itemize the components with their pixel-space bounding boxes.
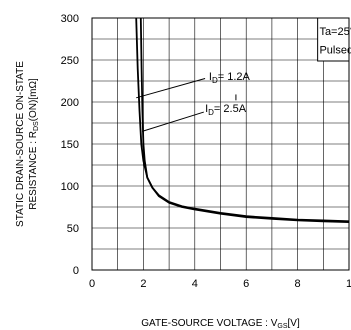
y-tick-label: 100 bbox=[61, 181, 79, 193]
x-tick-label: 1 bbox=[346, 278, 351, 290]
y-tick-label: 300 bbox=[61, 13, 79, 25]
x-tick-label: 2 bbox=[140, 278, 146, 290]
annotation-label: ID= 2.5A bbox=[205, 103, 247, 117]
conditions-pulsed: Pulsed bbox=[319, 44, 351, 56]
y-axis-label: STATIC DRAIN-SOURCE ON-STATE RESISTANCE … bbox=[15, 61, 40, 227]
conditions-temperature: Ta=25°C bbox=[319, 26, 351, 38]
x-tick-label: 6 bbox=[243, 278, 249, 290]
y-axis-label-line1: STATIC DRAIN-SOURCE ON-STATE bbox=[15, 61, 26, 227]
y-tick-label: 250 bbox=[61, 55, 79, 67]
series-line-1 bbox=[135, 17, 350, 223]
x-tick-label: 4 bbox=[192, 278, 198, 290]
y-tick-label: 200 bbox=[61, 97, 79, 109]
y-tick-label: 150 bbox=[61, 139, 79, 151]
conditions-box bbox=[317, 17, 350, 62]
grid bbox=[91, 17, 350, 271]
annotation-id-1-2a: ID= 1.2A bbox=[136, 71, 251, 99]
x-tick-label: 8 bbox=[295, 278, 301, 290]
conditions-legend: Ta=25°C Pulsed bbox=[317, 17, 351, 62]
y-tick-label: 50 bbox=[67, 223, 79, 235]
annotation-label: ID= 1.2A bbox=[209, 71, 251, 85]
y-axis-label-line2: RESISTANCE : RDS(ON)[mΩ] bbox=[28, 78, 40, 210]
series-line-2 bbox=[139, 17, 350, 223]
annotation-leader-line bbox=[141, 111, 204, 132]
y-tick-label: 0 bbox=[73, 265, 79, 277]
annotation-leader-line bbox=[136, 77, 206, 99]
plot-frame bbox=[91, 17, 350, 271]
annotation-id-2-5a: ID= 2.5A bbox=[141, 94, 247, 132]
series-layer bbox=[135, 17, 350, 223]
x-tick-label: 0 bbox=[89, 278, 95, 290]
x-axis-label: GATE-SOURCE VOLTAGE : VGS[V] bbox=[141, 318, 300, 330]
